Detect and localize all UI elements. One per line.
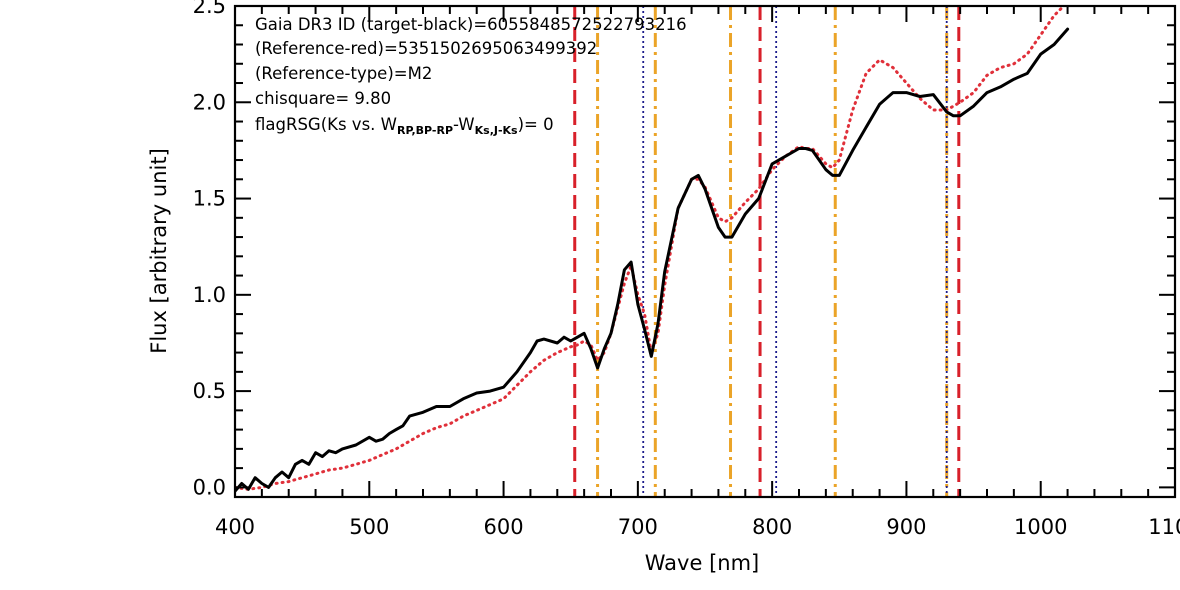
axis-ticks [234, 5, 1176, 497]
plot-frame [233, 4, 1177, 499]
y-tick-label: 2.0 [193, 90, 226, 114]
y-tick-label: 0.5 [193, 379, 226, 403]
y-tick-label: 0.0 [193, 475, 226, 499]
x-tick-label: 900 [886, 515, 926, 539]
spectra [235, 6, 1070, 493]
x-tick-label: 1000 [1014, 515, 1067, 539]
annotation-block: Gaia DR3 ID (target-black)=6055848572522… [255, 15, 687, 137]
flag-rsg-part-c: )= 0 [518, 115, 554, 134]
annotation-gaia-id: Gaia DR3 ID (target-black)=6055848572522… [255, 15, 687, 34]
x-tick-label: 600 [484, 515, 524, 539]
series-target-black [235, 27, 1070, 493]
annotation-flag-rsg: flagRSG(Ks vs. WRP,BP-RP-WKs,J-Ks)= 0 [255, 115, 554, 137]
x-axis-title: Wave [nm] [645, 551, 759, 575]
flag-rsg-sub-1: RP,BP-RP [397, 124, 453, 137]
y-tick-label: 2.5 [193, 0, 226, 18]
x-tick-label: 800 [752, 515, 792, 539]
annotation-reference-type: (Reference-type)=M2 [255, 64, 432, 83]
x-tick-label: 1100 [1148, 515, 1180, 539]
x-tick-label: 700 [618, 515, 658, 539]
annotation-chisquare: chisquare= 9.80 [255, 89, 391, 108]
axis-tick-labels: 400 500 600 700 800 900 1000 1100 0.0 0.5 1.0 1.5 2.… [193, 0, 1180, 539]
flag-rsg-sub-2: Ks,J-Ks [475, 124, 518, 137]
x-tick-label: 400 [215, 515, 255, 539]
y-axis-title: Flux [arbitrary unit] [147, 148, 171, 354]
y-tick-label: 1.0 [193, 283, 226, 307]
y-tick-label: 1.5 [193, 187, 226, 211]
flag-rsg-part-a: flagRSG(Ks vs. W [255, 115, 397, 134]
series-reference-red [235, 6, 1066, 491]
x-tick-label: 500 [349, 515, 389, 539]
reference-lines [573, 6, 961, 497]
flag-rsg-part-b: -W [453, 115, 475, 134]
annotation-reference-red: (Reference-red)=5351502695063499392 [255, 39, 597, 58]
